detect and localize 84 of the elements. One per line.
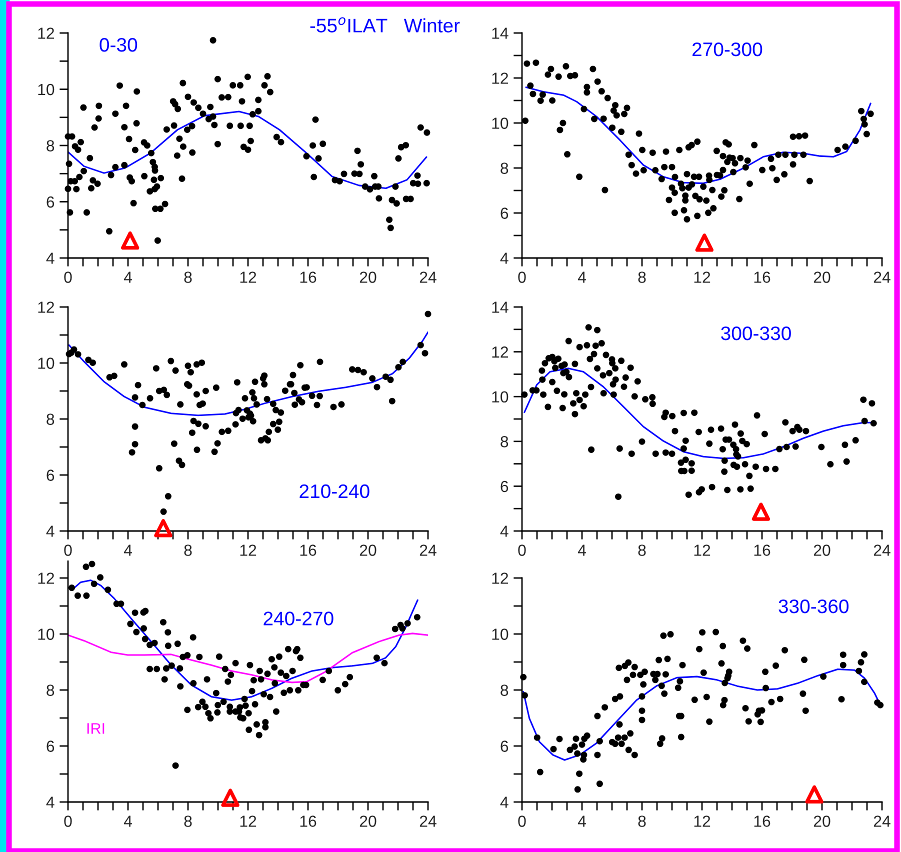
x-tick-label: 16 bbox=[754, 272, 770, 283]
annotation: 300-330 bbox=[721, 326, 791, 340]
x-tick-label: 20 bbox=[360, 544, 376, 556]
x-tick-label: 0 bbox=[518, 272, 526, 283]
x-tick-label: 16 bbox=[300, 272, 316, 283]
x-tick-label: 24 bbox=[420, 272, 436, 283]
x-tick-label: 20 bbox=[360, 816, 376, 827]
y-tick-label: 8 bbox=[46, 414, 54, 425]
x-tick-label: 12 bbox=[240, 816, 256, 827]
x-tick-label: 24 bbox=[874, 272, 890, 283]
annotation: 0-30 bbox=[100, 38, 138, 52]
y-tick-label: 10 bbox=[38, 628, 54, 640]
x-tick-label: 24 bbox=[420, 816, 436, 827]
x-tick-label: 0 bbox=[518, 544, 526, 556]
x-tick-label: 12 bbox=[694, 544, 710, 556]
y-tick-label: 12 bbox=[38, 28, 54, 39]
x-tick-label: 0 bbox=[64, 816, 72, 827]
y-tick-label: 6 bbox=[46, 196, 54, 208]
y-tick-label: 10 bbox=[492, 391, 508, 403]
y-tick-label: 8 bbox=[46, 684, 54, 696]
x-tick-label: 16 bbox=[300, 816, 316, 827]
y-tick-label: 12 bbox=[492, 572, 508, 584]
y-tick-label: 8 bbox=[500, 436, 508, 448]
y-tick-label: 14 bbox=[492, 28, 508, 39]
x-tick-label: 8 bbox=[638, 816, 646, 827]
y-tick-label: 6 bbox=[46, 470, 54, 481]
line-series bbox=[68, 110, 428, 190]
annotation: 330-360 bbox=[778, 599, 849, 614]
y-tick-label: 12 bbox=[492, 346, 508, 358]
y-tick-label: 6 bbox=[500, 740, 508, 752]
y-tick-label: 4 bbox=[46, 526, 54, 537]
x-tick-label: 8 bbox=[184, 816, 192, 827]
y-tick-label: 4 bbox=[46, 796, 54, 808]
x-tick-label: 4 bbox=[578, 816, 586, 827]
annotation: 210-240 bbox=[300, 484, 370, 498]
x-tick-label: 4 bbox=[578, 544, 586, 556]
y-tick-label: 14 bbox=[492, 302, 508, 313]
y-tick-label: 8 bbox=[46, 140, 54, 152]
x-tick-label: 4 bbox=[124, 816, 132, 827]
x-tick-label: 12 bbox=[240, 272, 256, 283]
x-tick-label: 20 bbox=[360, 272, 376, 283]
x-tick-label: 20 bbox=[814, 272, 830, 283]
x-tick-label: 12 bbox=[694, 816, 710, 827]
x-tick-label: 8 bbox=[638, 544, 646, 556]
y-tick-label: 8 bbox=[500, 684, 508, 696]
x-tick-label: 20 bbox=[814, 816, 830, 827]
x-tick-label: 4 bbox=[578, 272, 586, 283]
x-tick-label: 16 bbox=[754, 544, 770, 556]
y-tick-label: 10 bbox=[38, 358, 54, 369]
annotation: 270-300 bbox=[692, 42, 762, 56]
x-tick-label: 0 bbox=[64, 272, 72, 283]
x-tick-label: 16 bbox=[754, 816, 770, 827]
chart-title: -55$^{o}$ILAT Winter bbox=[310, 17, 460, 32]
y-tick-label: 4 bbox=[46, 252, 54, 264]
y-tick-label: 12 bbox=[38, 572, 54, 584]
x-tick-label: 24 bbox=[874, 816, 890, 827]
y-tick-label: 12 bbox=[492, 72, 508, 84]
x-tick-label: 8 bbox=[638, 272, 646, 283]
y-tick-label: 4 bbox=[500, 526, 508, 537]
x-tick-label: 4 bbox=[124, 272, 132, 283]
x-tick-label: 12 bbox=[240, 544, 256, 556]
y-tick-label: 4 bbox=[500, 252, 508, 264]
y-tick-label: 6 bbox=[500, 208, 508, 219]
x-tick-label: 12 bbox=[694, 272, 710, 283]
y-tick-label: 6 bbox=[500, 480, 508, 492]
x-tick-label: 24 bbox=[420, 544, 436, 556]
x-tick-label: 20 bbox=[814, 544, 830, 556]
y-tick-label: 10 bbox=[492, 628, 508, 640]
y-tick-label: 10 bbox=[38, 84, 54, 96]
y-tick-label: 10 bbox=[492, 118, 508, 129]
x-tick-label: 4 bbox=[124, 544, 132, 556]
y-tick-label: 8 bbox=[500, 162, 508, 174]
y-tick-label: 4 bbox=[500, 796, 508, 808]
line-series bbox=[68, 331, 428, 416]
y-tick-label: 6 bbox=[46, 740, 54, 752]
x-tick-label: 8 bbox=[184, 272, 192, 283]
x-tick-label: 0 bbox=[64, 544, 72, 556]
x-tick-label: 8 bbox=[184, 544, 192, 556]
annotation: 240-270 bbox=[264, 612, 334, 626]
x-tick-label: 0 bbox=[518, 816, 526, 827]
y-tick-label: 12 bbox=[38, 302, 54, 313]
text: IRI bbox=[87, 723, 104, 734]
x-tick-label: 24 bbox=[874, 544, 890, 556]
x-tick-label: 16 bbox=[300, 544, 316, 556]
